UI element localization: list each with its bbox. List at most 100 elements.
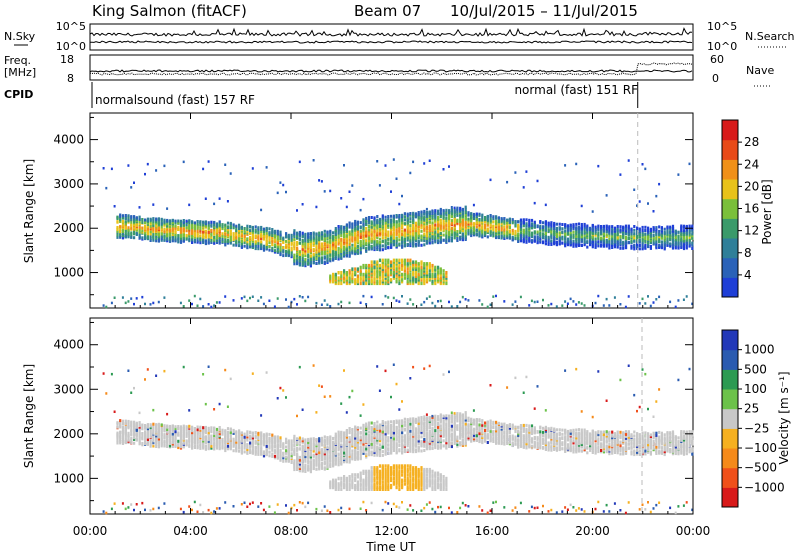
power-echo-cell [235,232,238,236]
power-echo-cell [301,255,304,259]
power-echo-cell [121,214,125,218]
power-echo-cell [437,232,440,236]
power-echo-cell [503,300,506,303]
power-echo-cell [376,263,379,268]
power-echo-cell [522,224,525,228]
velocity-echo-cell [290,452,293,456]
power-echo-cell [412,260,415,264]
velocity-echo-cell [229,440,232,444]
velocity-echo-cell [290,441,293,445]
velocity-echo-cell [130,441,133,445]
power-echo-cell [204,235,207,239]
power-echo-cell [481,220,484,224]
power-echo-cell [354,279,357,284]
power-echo-cell [392,158,395,161]
velocity-echo-cell [238,445,241,449]
velocity-echo-cell [149,438,152,442]
power-echo-cell [285,253,288,257]
power-echo-cell [207,225,210,229]
colorbar-cell [722,159,738,180]
power-echo-cell [359,301,362,304]
power-echo-cell [390,218,393,222]
power-echo-cell [406,225,409,229]
power-echo-cell [276,297,279,300]
power-echo-cell [600,236,603,240]
power-echo-cell [674,305,677,309]
power-echo-cell [384,263,387,268]
colorbar-cell [722,257,738,278]
velocity-echo-cell [138,411,141,415]
power-echo-cell [224,237,227,241]
power-echo-cell [511,218,514,222]
power-echo-cell [373,278,376,282]
power-echo-cell [572,235,575,239]
power-echo-cell [647,231,650,234]
power-echo-cell [135,297,138,300]
power-echo-cell [655,228,658,232]
power-echo-cell [577,241,581,245]
power-echo-cell [409,265,412,270]
power-echo-cell [202,238,205,242]
power-echo-cell [398,278,401,282]
power-echo-cell [157,235,160,239]
power-echo-cell [304,232,307,236]
velocity-echo-cell [130,426,133,430]
power-echo-cell [282,236,285,240]
power-echo-cell [420,210,423,214]
power-echo-cell [215,222,219,226]
power-echo-cell [459,231,462,235]
power-echo-cell [166,227,169,231]
power-echo-cell [624,229,628,233]
power-echo-cell [461,207,464,211]
power-echo-cell [442,269,445,273]
power-echo-cell [268,227,271,231]
power-echo-cell [448,223,451,227]
power-echo-cell [334,251,337,255]
power-echo-cell [221,239,224,243]
velocity-echo-cell [257,436,260,440]
power-echo-cell [226,228,230,232]
power-echo-cell [450,226,453,230]
power-echo-cell [425,210,429,214]
power-echo-cell [636,237,639,241]
power-echo-cell [202,232,205,236]
power-echo-cell [403,263,406,268]
power-echo-cell [423,226,426,230]
power-echo-cell [522,239,525,242]
power-echo-cell [660,226,663,230]
velocity-echo-cell [249,450,252,454]
power-echo-cell [144,226,147,230]
power-echo-cell [434,209,437,213]
power-echo-cell [381,214,384,218]
power-echo-cell [461,212,464,216]
power-echo-cell [329,235,332,239]
power-echo-cell [254,240,257,244]
power-echo-cell [362,242,365,246]
power-echo-cell [495,229,498,233]
power-echo-cell [453,230,456,234]
power-echo-cell [577,222,581,226]
colorbar-cell [722,198,738,219]
power-echo-cell [157,237,160,240]
power-echo-cell [525,218,528,222]
velocity-echo-cell [191,446,194,450]
velocity-echo-cell [251,439,254,442]
power-echo-cell [185,223,188,227]
power-echo-cell [475,233,478,236]
power-echo-cell [591,227,594,230]
power-echo-cell [627,237,630,240]
power-echo-cell [171,234,174,238]
power-echo-cell [182,219,185,222]
power-echo-cell [478,217,481,221]
velocity-echo-cell [155,425,158,429]
power-echo-cell [398,238,401,242]
power-echo-cell [395,177,398,180]
velocity-echo-cell [229,377,232,381]
nsky-label: N.Sky [4,30,36,43]
power-echo-cell [362,279,365,284]
velocity-echo-cell [185,431,188,435]
power-echo-cell [218,241,221,245]
power-echo-cell [489,214,492,217]
